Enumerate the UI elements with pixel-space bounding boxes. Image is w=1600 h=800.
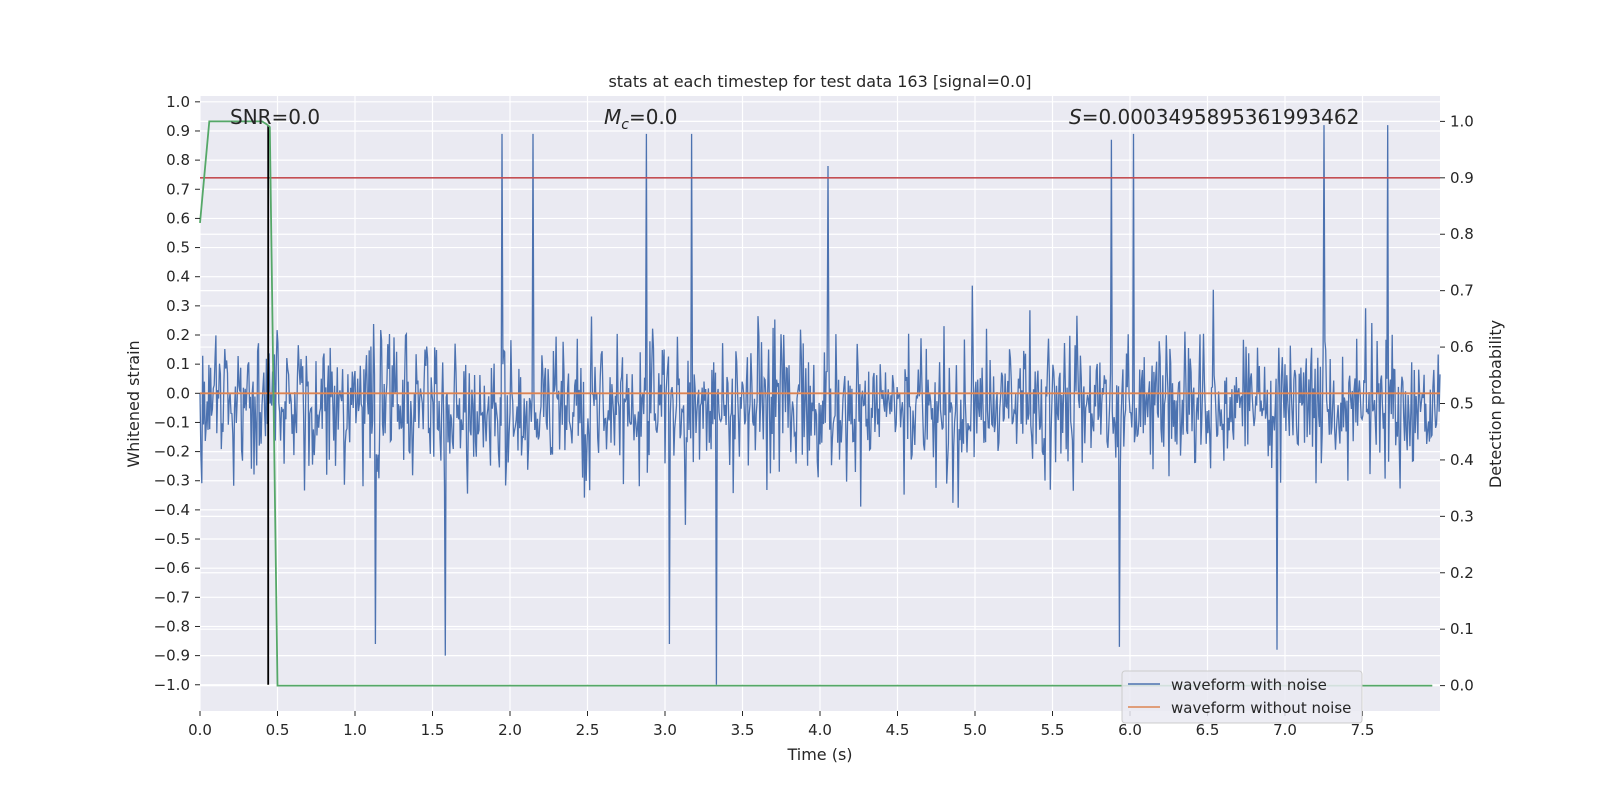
y-tick-label: 0.7 (166, 180, 190, 198)
y-tick-label: 1.0 (166, 93, 190, 111)
y2-axis-label: Detection probability (1486, 320, 1505, 488)
x-tick-label: 4.0 (808, 721, 832, 739)
s-symbol: S (1069, 105, 1082, 129)
legend-label-noise: waveform with noise (1171, 676, 1327, 694)
chirp-mass-annotation: Mc=0.0 (604, 105, 678, 133)
y-tick-label: 0.6 (166, 209, 190, 227)
snr-annotation: SNR=0.0 (230, 105, 320, 129)
x-tick-label: 2.0 (498, 721, 522, 739)
x-tick-label: 4.5 (886, 721, 910, 739)
waveform-with-noise-line (199, 125, 1441, 685)
y2-tick-label: 0.9 (1450, 169, 1474, 187)
y-axis-label: Whitened strain (124, 340, 143, 467)
y-tick-label: 0.8 (166, 151, 190, 169)
y-tick-label: 0.2 (166, 326, 190, 344)
y-tick-label: −0.3 (154, 472, 190, 490)
y-tick-label: 0.9 (166, 122, 190, 140)
x-tick-label: 6.5 (1196, 721, 1220, 739)
y2-tick-label: 0.5 (1450, 395, 1474, 413)
y-tick-label: −0.2 (154, 443, 190, 461)
y-tick-label: −0.7 (154, 588, 190, 606)
x-tick-label: 6.0 (1118, 721, 1142, 739)
plot-area (199, 120, 1441, 687)
chirp-mass-symbol: M (604, 105, 621, 129)
legend: waveform with noise waveform without noi… (1121, 670, 1363, 724)
x-tick-label: 7.0 (1273, 721, 1297, 739)
x-tick-label: 0.0 (188, 721, 212, 739)
y-tick-label: 0.4 (166, 268, 190, 286)
chart-title: stats at each timestep for test data 163… (608, 72, 1031, 91)
y-tick-label: 0.3 (166, 297, 190, 315)
y-tick-label: −0.1 (154, 413, 190, 431)
x-tick-label: 3.5 (731, 721, 755, 739)
y-tick-label: 0.5 (166, 239, 190, 257)
x-tick-label: 1.5 (421, 721, 445, 739)
x-tick-label: 5.5 (1041, 721, 1065, 739)
axes: 0.0 0.5 1.0 1.5 2.0 2.5 3.0 3.5 4.0 4.5 5.0 5.5 6.0 6… (154, 93, 1474, 739)
y-tick-label: −0.6 (154, 559, 190, 577)
chirp-mass-subscript: c (621, 117, 629, 133)
x-tick-label: 0.5 (266, 721, 290, 739)
y2-tick-label: 0.0 (1450, 677, 1474, 695)
x-tick-label: 5.0 (963, 721, 987, 739)
y-tick-label: −1.0 (154, 676, 190, 694)
y2-tick-label: 1.0 (1450, 112, 1474, 130)
x-tick-label: 3.0 (653, 721, 677, 739)
s-value: =0.0003495895361993462 (1082, 105, 1360, 129)
legend-label-clean: waveform without noise (1171, 699, 1351, 717)
y2-tick-label: 0.2 (1450, 564, 1474, 582)
y-tick-label: −0.9 (154, 647, 190, 665)
s-annotation: S=0.0003495895361993462 (1069, 105, 1359, 129)
chirp-mass-value: =0.0 (629, 105, 678, 129)
y2-tick-label: 0.4 (1450, 451, 1474, 469)
legend-box (1121, 670, 1363, 724)
x-axis-label: Time (s) (786, 745, 852, 764)
y2-tick-label: 0.6 (1450, 338, 1474, 356)
y-tick-label: −0.4 (154, 501, 190, 519)
y-tick-label: 0.0 (166, 384, 190, 402)
y2-tick-label: 0.7 (1450, 282, 1474, 300)
x-tick-label: 2.5 (576, 721, 600, 739)
y-tick-label: −0.5 (154, 530, 190, 548)
y2-tick-label: 0.8 (1450, 225, 1474, 243)
y2-tick-label: 0.3 (1450, 507, 1474, 525)
x-tick-label: 1.0 (343, 721, 367, 739)
x-tick-label: 7.5 (1351, 721, 1375, 739)
y-tick-label: 0.1 (166, 355, 190, 373)
y-tick-label: −0.8 (154, 617, 190, 635)
y2-tick-label: 0.1 (1450, 620, 1474, 638)
